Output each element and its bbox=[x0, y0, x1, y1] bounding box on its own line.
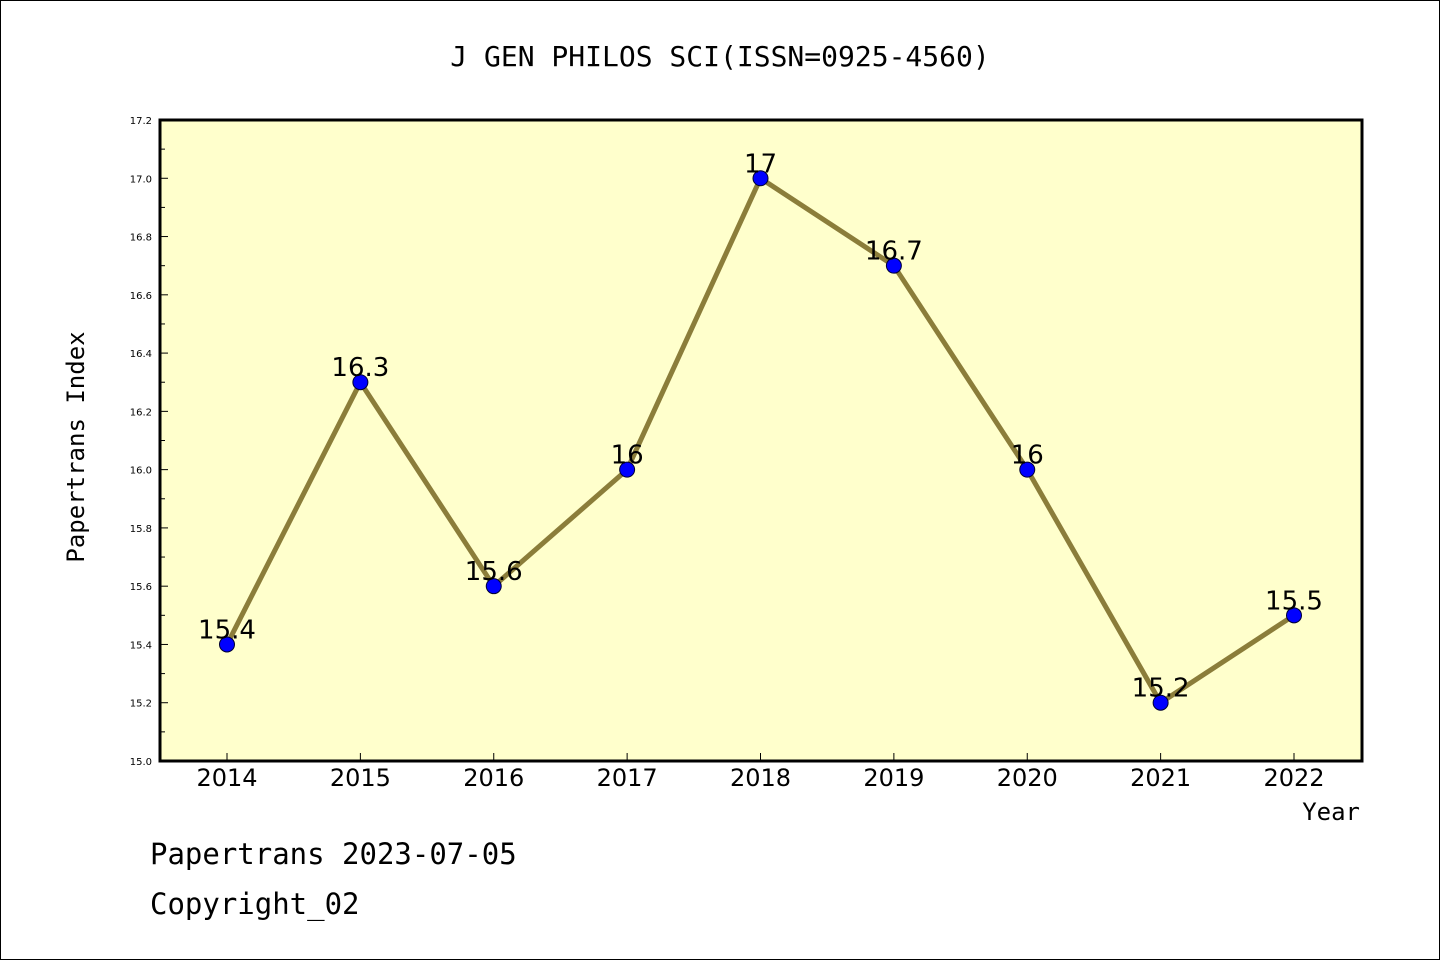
y-tick-label: 15.2 bbox=[130, 699, 152, 710]
data-label: 15.5 bbox=[1265, 586, 1323, 616]
data-label: 17 bbox=[744, 149, 777, 179]
x-tick-label: 2016 bbox=[463, 764, 524, 792]
y-tick-label: 15.6 bbox=[130, 582, 152, 593]
data-point bbox=[752, 170, 769, 187]
plot-area bbox=[160, 120, 1362, 761]
y-tick-label: 16.4 bbox=[130, 349, 152, 360]
data-point bbox=[352, 374, 369, 391]
y-axis-title: Papertrans Index bbox=[62, 331, 90, 562]
x-tick-label: 2022 bbox=[1263, 764, 1324, 792]
data-label-group: 15.4 16.3 15.6 16 17 16.7 16 15.2 15.5 bbox=[198, 149, 1323, 703]
y-tick-label: 16.2 bbox=[130, 407, 152, 418]
x-tick-label: 2014 bbox=[196, 764, 257, 792]
data-point bbox=[485, 578, 502, 595]
x-tick-label: 2015 bbox=[330, 764, 391, 792]
data-label: 15.2 bbox=[1132, 674, 1190, 704]
data-point bbox=[885, 257, 902, 274]
data-label: 16.7 bbox=[865, 237, 923, 267]
data-point bbox=[619, 461, 636, 478]
data-label: 15.6 bbox=[465, 557, 523, 587]
x-tick-label: 2020 bbox=[997, 764, 1058, 792]
y-tick-label: 15.0 bbox=[130, 757, 152, 768]
x-tick-label: 2018 bbox=[730, 764, 791, 792]
plot-border bbox=[158, 118, 1364, 763]
footer-copyright: Copyright_02 bbox=[150, 887, 360, 922]
data-point bbox=[1286, 607, 1302, 624]
footer-date: Papertrans 2023-07-05 bbox=[150, 837, 517, 871]
data-label: 15.4 bbox=[198, 615, 256, 645]
y-tick-label: 16.6 bbox=[130, 291, 152, 302]
y-tick-label: 15.4 bbox=[130, 640, 152, 651]
y-axis: 15.0 15.2 15.4 15.6 15.8 16.0 16.2 16.4 16.6 16.8… bbox=[130, 116, 168, 768]
x-tick-label: 2021 bbox=[1130, 764, 1191, 792]
y-tick-label: 17.2 bbox=[130, 116, 152, 127]
chart-title: J GEN PHILOS SCI(ISSN=0925-4560) bbox=[450, 40, 989, 73]
data-label: 16.3 bbox=[331, 353, 389, 383]
series-line-group bbox=[219, 170, 1302, 711]
x-tick-label: 2019 bbox=[863, 764, 924, 792]
y-tick-label: 17.0 bbox=[130, 174, 152, 185]
y-tick-label: 16.8 bbox=[130, 233, 152, 244]
data-point bbox=[219, 636, 235, 653]
y-tick-label: 15.8 bbox=[130, 524, 152, 535]
data-point bbox=[1152, 694, 1169, 711]
x-tick-label: 2017 bbox=[597, 764, 658, 792]
data-label: 16 bbox=[611, 441, 644, 471]
y-tick-label: 16.0 bbox=[130, 466, 152, 477]
x-axis-title: Year bbox=[1302, 798, 1360, 826]
data-label: 16 bbox=[1011, 441, 1044, 471]
x-axis: 2014 2015 2016 2017 2018 2019 2020 2021 2022 bbox=[196, 753, 1325, 792]
data-point bbox=[1019, 461, 1036, 478]
